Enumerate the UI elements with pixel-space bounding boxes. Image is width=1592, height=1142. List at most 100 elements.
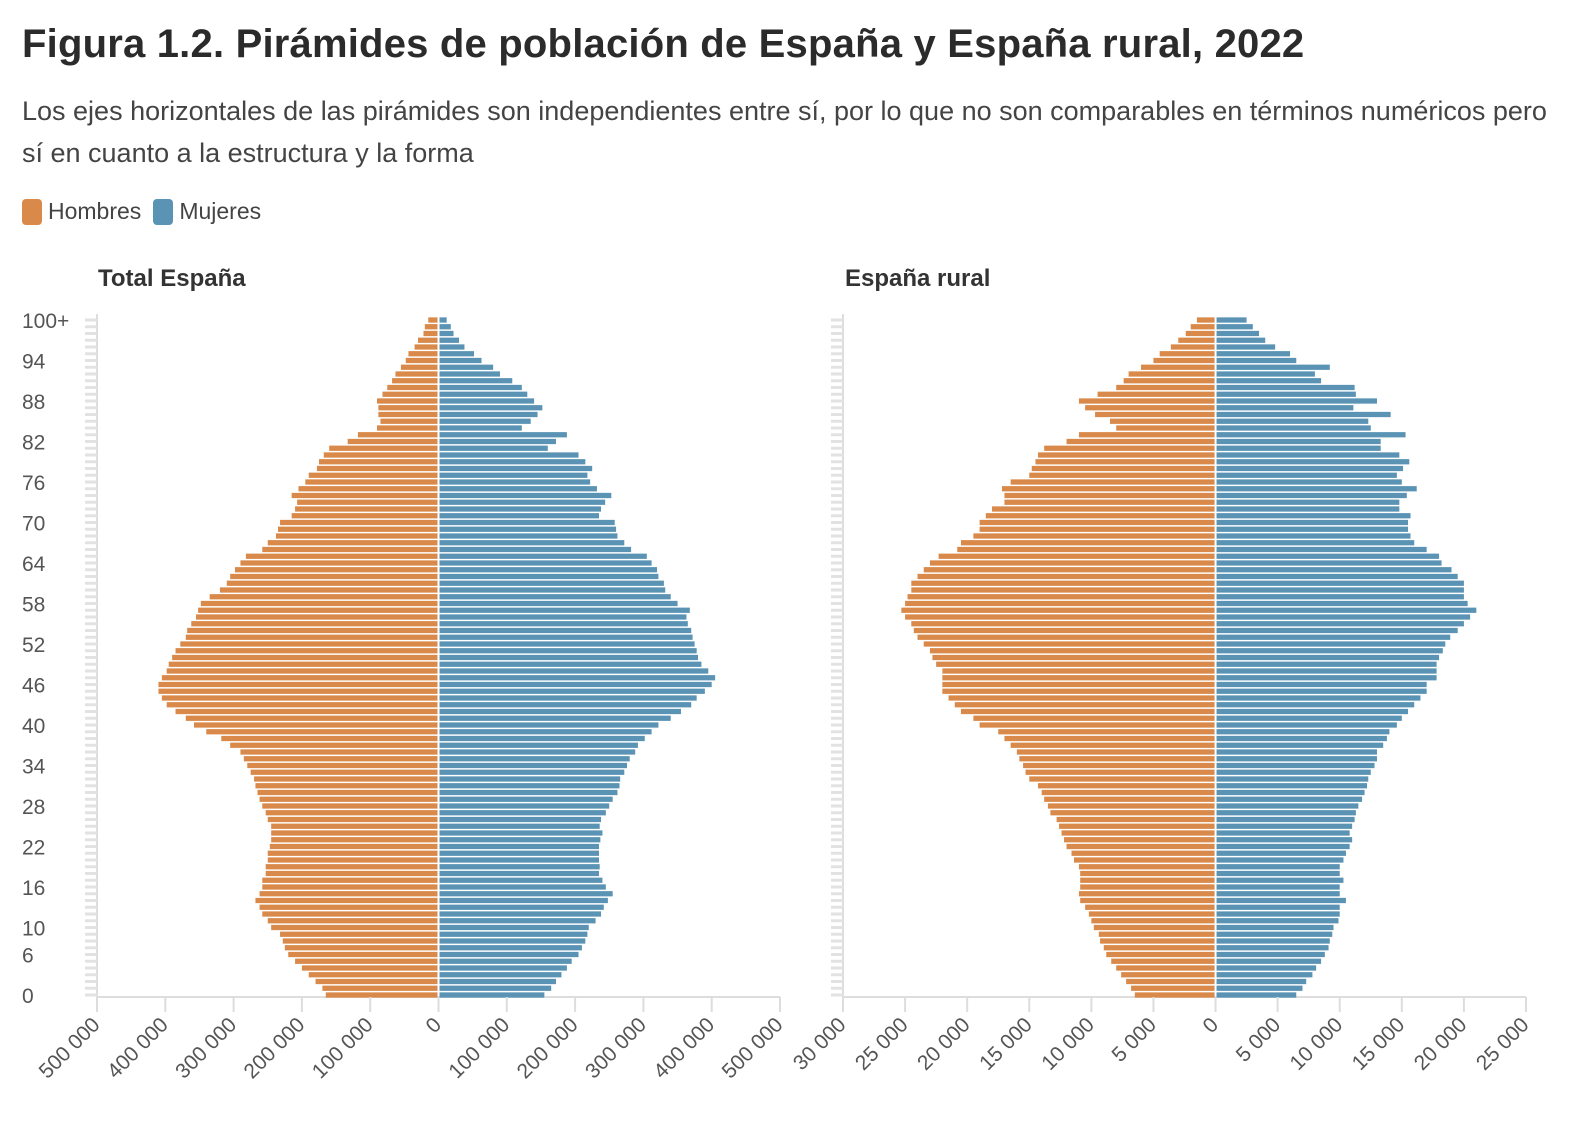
bar-mujeres-age-24[interactable] (1216, 830, 1350, 836)
bar-mujeres-age-8[interactable] (1216, 938, 1330, 944)
bar-mujeres-age-30[interactable] (439, 789, 618, 796)
bar-hombres-age-84[interactable] (377, 425, 438, 431)
bar-hombres-age-79[interactable] (1035, 459, 1215, 465)
bar-hombres-age-20[interactable] (267, 857, 438, 863)
bar-mujeres-age-24[interactable] (439, 830, 603, 836)
bar-hombres-age-91[interactable] (392, 378, 438, 384)
bar-hombres-age-37[interactable] (1010, 742, 1215, 748)
bar-hombres-age-48[interactable] (166, 668, 438, 674)
bar-mujeres-age-54[interactable] (1216, 627, 1458, 634)
bar-mujeres-age-49[interactable] (1216, 661, 1437, 667)
bar-hombres-age-51[interactable] (175, 648, 438, 654)
bar-hombres-age-86[interactable] (378, 411, 438, 418)
bar-mujeres-age-87[interactable] (1216, 405, 1354, 411)
bar-hombres-age-31[interactable] (1037, 783, 1215, 789)
bar-mujeres-age-44[interactable] (1216, 695, 1421, 701)
bar-hombres-age-0[interactable] (1134, 992, 1215, 998)
bar-mujeres-age-63[interactable] (439, 567, 658, 573)
bar-mujeres-age-66[interactable] (1216, 546, 1427, 553)
bar-hombres-age-2[interactable] (315, 978, 438, 985)
bar-hombres-age-53[interactable] (185, 634, 438, 640)
bar-hombres-age-28[interactable] (1047, 803, 1215, 809)
bar-hombres-age-40[interactable] (193, 722, 438, 728)
bar-hombres-age-4[interactable] (1116, 965, 1215, 971)
bar-mujeres-age-20[interactable] (439, 857, 600, 863)
bar-hombres-age-15[interactable] (1078, 891, 1215, 897)
bar-hombres-age-57[interactable] (901, 607, 1215, 613)
bar-mujeres-age-28[interactable] (1216, 803, 1359, 809)
bar-mujeres-age-13[interactable] (1216, 904, 1340, 910)
bar-mujeres-age-68[interactable] (439, 533, 618, 539)
bar-hombres-age-68[interactable] (973, 533, 1215, 539)
bar-mujeres-age-74[interactable] (1216, 492, 1407, 499)
bar-mujeres-age-32[interactable] (1216, 776, 1369, 782)
bar-mujeres-age-20[interactable] (1216, 857, 1344, 863)
bar-hombres-age-11[interactable] (1091, 918, 1215, 924)
bar-hombres-age-23[interactable] (1064, 837, 1215, 843)
bar-hombres-age-7[interactable] (284, 945, 438, 951)
bar-hombres-age-98[interactable] (1185, 330, 1215, 337)
bar-mujeres-age-22[interactable] (439, 843, 600, 850)
bar-mujeres-age-76[interactable] (1216, 479, 1402, 485)
bar-mujeres-age-15[interactable] (439, 891, 613, 897)
bar-mujeres-age-61[interactable] (1216, 580, 1464, 586)
bar-mujeres-age-90[interactable] (1216, 384, 1355, 391)
bar-hombres-age-67[interactable] (267, 540, 438, 546)
bar-hombres-age-85[interactable] (1109, 418, 1215, 424)
bar-mujeres-age-77[interactable] (1216, 472, 1397, 478)
bar-mujeres-age-35[interactable] (439, 756, 630, 762)
bar-hombres-age-39[interactable] (206, 729, 438, 735)
bar-hombres-age-65[interactable] (938, 553, 1215, 559)
bar-mujeres-age-78[interactable] (439, 465, 593, 472)
bar-hombres-age-43[interactable] (166, 702, 438, 708)
bar-mujeres-age-51[interactable] (1216, 648, 1443, 654)
bar-hombres-age-81[interactable] (1044, 445, 1215, 451)
bar-hombres-age-36[interactable] (1016, 749, 1215, 755)
bar-mujeres-age-97[interactable] (439, 337, 459, 343)
bar-hombres-age-38[interactable] (221, 735, 438, 742)
bar-mujeres-age-55[interactable] (439, 621, 688, 627)
bar-hombres-age-18[interactable] (265, 870, 438, 877)
bar-mujeres-age-52[interactable] (439, 641, 695, 647)
bar-mujeres-age-89[interactable] (1216, 391, 1356, 397)
bar-mujeres-age-30[interactable] (1216, 789, 1365, 796)
bar-hombres-age-41[interactable] (973, 715, 1215, 721)
bar-hombres-age-91[interactable] (1123, 378, 1215, 384)
bar-hombres-age-69[interactable] (979, 526, 1215, 532)
bar-mujeres-age-18[interactable] (1216, 870, 1340, 877)
bar-mujeres-age-21[interactable] (439, 850, 600, 856)
bar-mujeres-age-42[interactable] (439, 708, 681, 715)
bar-mujeres-age-39[interactable] (439, 729, 652, 735)
bar-hombres-age-88[interactable] (377, 398, 438, 404)
bar-mujeres-age-12[interactable] (1216, 911, 1340, 917)
bar-hombres-age-16[interactable] (262, 884, 438, 890)
bar-mujeres-age-70[interactable] (1216, 519, 1409, 526)
bar-mujeres-age-53[interactable] (1216, 634, 1451, 640)
bar-mujeres-age-53[interactable] (439, 634, 693, 640)
bar-mujeres-age-34[interactable] (1216, 762, 1375, 769)
bar-hombres-age-9[interactable] (280, 931, 438, 937)
bar-hombres-age-87[interactable] (378, 405, 438, 411)
bar-hombres-age-50[interactable] (932, 654, 1215, 661)
bar-mujeres-age-39[interactable] (1216, 729, 1390, 735)
bar-mujeres-age-68[interactable] (1216, 533, 1411, 539)
bar-mujeres-age-85[interactable] (439, 418, 531, 424)
bar-hombres-age-12[interactable] (1088, 911, 1215, 917)
bar-hombres-age-8[interactable] (282, 938, 438, 944)
bar-hombres-age-3[interactable] (308, 972, 438, 978)
bar-hombres-age-48[interactable] (942, 668, 1215, 674)
bar-mujeres-age-11[interactable] (1216, 918, 1339, 924)
bar-hombres-age-83[interactable] (357, 432, 438, 438)
bar-mujeres-age-23[interactable] (1216, 837, 1353, 843)
bar-mujeres-age-50[interactable] (1216, 654, 1440, 661)
bar-mujeres-age-81[interactable] (439, 445, 548, 451)
bar-mujeres-age-32[interactable] (439, 776, 621, 782)
bar-hombres-age-100[interactable] (1196, 317, 1215, 323)
bar-mujeres-age-79[interactable] (439, 459, 586, 465)
bar-hombres-age-87[interactable] (1085, 405, 1215, 411)
bar-mujeres-age-80[interactable] (439, 452, 579, 458)
bar-hombres-age-81[interactable] (329, 445, 438, 451)
bar-hombres-age-56[interactable] (196, 614, 438, 620)
bar-hombres-age-54[interactable] (187, 627, 438, 634)
bar-hombres-age-13[interactable] (259, 904, 438, 910)
